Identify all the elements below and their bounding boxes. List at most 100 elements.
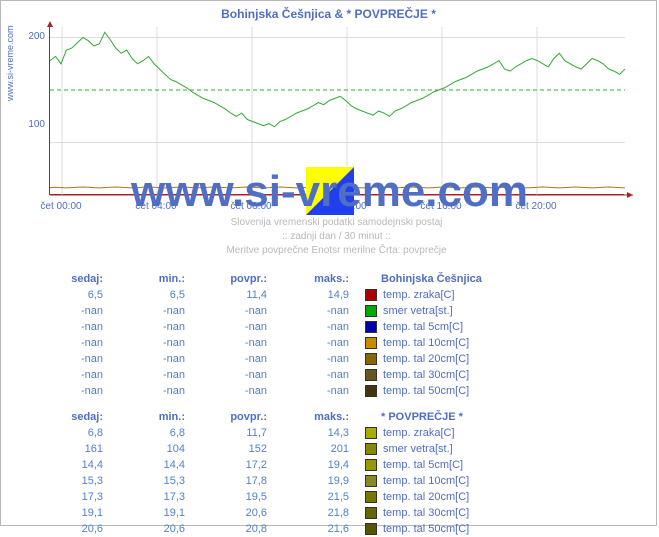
table-row: 15,315,317,819,9temp. tal 10cm[C] [31, 473, 482, 489]
cell-value: 11,7 [195, 427, 277, 439]
subtext-line-3: Meritve povprečne Enotsr merilne Črta: p… [49, 245, 624, 256]
cell-value: 6,8 [31, 427, 113, 439]
legend-label: temp. tal 50cm[C] [383, 523, 469, 535]
cell-value: 21,6 [277, 523, 359, 535]
cell-value: 152 [195, 443, 277, 455]
legend-swatch [365, 475, 377, 487]
cell-value: 201 [277, 443, 359, 455]
cell-value: -nan [195, 321, 277, 333]
x-tick: čet 04:00 [135, 201, 176, 212]
legend-swatch [365, 337, 377, 349]
table-row: -nan-nan-nan-nantemp. tal 5cm[C] [31, 319, 482, 335]
cell-value: 17,3 [113, 491, 195, 503]
legend-swatch [365, 507, 377, 519]
col-header: maks.: [277, 411, 359, 423]
cell-value: 14,3 [277, 427, 359, 439]
chart-title: Bohinjska Češnjica & * POVPREČJE * [1, 1, 656, 21]
side-url-label: www.si-vreme.com [5, 25, 15, 101]
x-tick: čet 08:00 [230, 201, 271, 212]
legend-label: temp. tal 10cm[C] [383, 475, 469, 487]
cell-value: -nan [277, 385, 359, 397]
cell-value: -nan [113, 305, 195, 317]
table-row: 19,119,120,621,8temp. tal 30cm[C] [31, 505, 482, 521]
col-header: sedaj: [31, 273, 113, 285]
cell-value: 19,1 [31, 507, 113, 519]
logo-icon [306, 167, 354, 215]
cell-value: 19,1 [113, 507, 195, 519]
cell-value: -nan [113, 337, 195, 349]
legend-label: temp. tal 5cm[C] [383, 459, 463, 471]
table-row: 14,414,417,219,4temp. tal 5cm[C] [31, 457, 482, 473]
cell-value: -nan [31, 321, 113, 333]
legend-section-title: Bohinjska Češnjica [381, 273, 482, 285]
cell-value: -nan [195, 385, 277, 397]
cell-value: 14,4 [31, 459, 113, 471]
cell-value: 17,3 [31, 491, 113, 503]
table-row: -nan-nan-nan-nantemp. tal 50cm[C] [31, 383, 482, 399]
table-row: 6,56,511,414,9temp. zraka[C] [31, 287, 482, 303]
cell-value: 20,6 [113, 523, 195, 535]
table-row: 161104152201 smer vetra[st.] [31, 441, 482, 457]
cell-value: 19,4 [277, 459, 359, 471]
legend-swatch [365, 369, 377, 381]
legend-swatch [365, 305, 377, 317]
legend-label: temp. tal 50cm[C] [383, 385, 469, 397]
cell-value: 19,9 [277, 475, 359, 487]
page-frame: www.si-vreme.com Bohinjska Češnjica & * … [0, 0, 657, 526]
cell-value: 21,5 [277, 491, 359, 503]
cell-value: -nan [113, 385, 195, 397]
col-header: maks.: [277, 273, 359, 285]
cell-value: 20,6 [195, 507, 277, 519]
x-tick: čet 20:00 [515, 201, 556, 212]
col-header: povpr.: [195, 273, 277, 285]
cell-value: -nan [113, 321, 195, 333]
legend-label: temp. tal 30cm[C] [383, 507, 469, 519]
cell-value: -nan [31, 337, 113, 349]
legend-label: smer vetra[st.] [383, 305, 453, 317]
col-header: min.: [113, 273, 195, 285]
y-tick-100: 100 [25, 119, 45, 130]
cell-value: 21,8 [277, 507, 359, 519]
cell-value: 15,3 [31, 475, 113, 487]
cell-value: 14,4 [113, 459, 195, 471]
cell-value: -nan [195, 305, 277, 317]
cell-value: -nan [277, 353, 359, 365]
x-tick: čet 16:00 [420, 201, 461, 212]
col-header: sedaj: [31, 411, 113, 423]
data-tables: sedaj:min.:povpr.:maks.:Bohinjska Češnji… [31, 271, 482, 537]
cell-value: -nan [113, 369, 195, 381]
cell-value: 19,5 [195, 491, 277, 503]
y-tick-200: 200 [25, 31, 45, 42]
cell-value: -nan [195, 337, 277, 349]
col-header: povpr.: [195, 411, 277, 423]
col-header: min.: [113, 411, 195, 423]
cell-value: -nan [195, 353, 277, 365]
legend-label: smer vetra[st.] [383, 443, 453, 455]
table-row: 20,620,620,821,6temp. tal 50cm[C] [31, 521, 482, 537]
legend-swatch [365, 353, 377, 365]
legend-label: temp. zraka[C] [383, 289, 455, 301]
legend-swatch [365, 443, 377, 455]
legend-label: temp. zraka[C] [383, 427, 455, 439]
legend-swatch [365, 385, 377, 397]
legend-label: temp. tal 20cm[C] [383, 353, 469, 365]
legend-section-title: * POVPREČJE * [381, 411, 463, 423]
table-2: sedaj:min.:povpr.:maks.: * POVPREČJE * 6,8… [31, 409, 482, 537]
table-1: sedaj:min.:povpr.:maks.: Bohinjska Češnji… [31, 271, 482, 399]
cell-value: -nan [277, 369, 359, 381]
table-row: 17,317,319,521,5temp. tal 20cm[C] [31, 489, 482, 505]
cell-value: -nan [31, 353, 113, 365]
legend-swatch [365, 523, 377, 535]
cell-value: 14,9 [277, 289, 359, 301]
legend-label: temp. tal 10cm[C] [383, 337, 469, 349]
subtext-line-1: Slovenija vremenski podatki samodejnski … [49, 217, 624, 228]
legend-label: temp. tal 30cm[C] [383, 369, 469, 381]
cell-value: 17,2 [195, 459, 277, 471]
cell-value: -nan [195, 369, 277, 381]
table-row: -nan-nan-nan-nantemp. tal 20cm[C] [31, 351, 482, 367]
table-row: -nan-nan-nan-nantemp. tal 30cm[C] [31, 367, 482, 383]
table-row: -nan-nan-nan-nansmer vetra[st.] [31, 303, 482, 319]
cell-value: 104 [113, 443, 195, 455]
cell-value: 161 [31, 443, 113, 455]
cell-value: -nan [31, 369, 113, 381]
